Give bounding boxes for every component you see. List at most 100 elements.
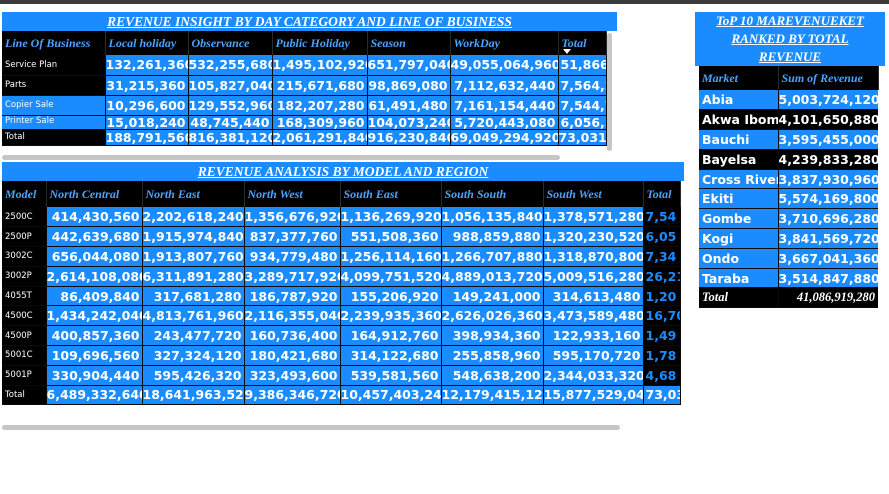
cell: 2,116,355,040 [244,305,341,327]
column-header-north-east[interactable]: North East [142,181,245,207]
column-header-total[interactable]: Total [558,31,607,55]
table-row[interactable]: 4500P 400,857,360 243,477,720 160,736,40… [2,325,681,347]
column-header-workday[interactable]: WorkDay [450,31,559,55]
market-name: Akwa Ibom [699,109,778,131]
row-label: 5001P [2,365,47,386]
column-header-market[interactable]: Market [699,66,779,90]
cell: 2,202,618,240 [142,207,245,228]
column-header-local-holiday[interactable]: Local holiday [105,31,189,55]
row-label: 4055T [2,286,47,307]
cell: 1,913,807,760 [142,246,245,267]
column-header-public-holiday[interactable]: Public Holiday [272,31,368,55]
market-revenue: 3,667,041,360 [777,248,878,269]
cell: 314,613,480 [543,286,644,307]
cell: 18,641,963,520 [142,385,245,405]
cell: 330,904,440 [46,365,143,386]
cell: 48,745,440 [188,115,273,130]
column-header-total[interactable]: Total [643,181,681,207]
cell: 86,409,840 [46,286,143,307]
cell: 314,122,680 [340,345,442,366]
cell: 400,857,360 [46,325,143,347]
cell: 934,779,480 [244,246,341,267]
cell: 98,869,080 [367,75,451,96]
cell: 414,430,560 [46,207,143,228]
table-row[interactable]: 3002P 2,614,108,080 6,311,891,280 3,289,… [2,266,681,287]
cell-total: 1,20 [643,286,681,307]
table2-horizontal-scrollbar[interactable] [2,425,620,430]
column-header-south-east[interactable]: South East [340,181,442,207]
cell: 6,489,332,640 [46,385,143,405]
cell: 1,434,242,040 [46,305,143,327]
table-row[interactable]: 2500P 442,639,680 1,915,974,840 837,377,… [2,226,681,248]
table-row[interactable]: Ekiti 5,574,169,800 [699,188,878,210]
table-row[interactable]: Gombe 3,710,696,280 [699,208,878,230]
table-row[interactable]: 4055T 86,409,840 317,681,280 186,787,920… [2,286,681,307]
column-header-north-central[interactable]: North Central [46,181,143,207]
table-row[interactable]: Parts 31,215,360 105,827,040 215,671,680… [2,75,607,96]
column-header-line-of-business[interactable]: Line Of Business [2,31,106,55]
row-label: 4500P [2,325,47,347]
column-header-sum-of-revenue[interactable]: Sum of Revenue [777,66,879,90]
row-label: 4500C [2,305,47,327]
cell: 15,018,240 [105,115,189,130]
row-label: Service Plan [2,55,106,76]
window-top-border [0,0,889,4]
table-row[interactable]: Akwa Ibom 4,101,650,880 [699,109,878,131]
cell: 188,791,560 [105,129,189,146]
cell-total: 73,031,9 [558,129,607,146]
table-row[interactable]: Bauchi 3,595,455,000 [699,129,878,150]
sort-descending-icon[interactable] [562,49,571,54]
cell: 1,915,974,840 [142,226,245,248]
total-label: Total [2,385,47,405]
cell: 5,009,516,280 [543,266,644,287]
cell: 2,344,033,320 [543,365,644,386]
row-label: 3002P [2,266,47,287]
table-row[interactable]: 4500C 1,434,242,040 4,813,761,960 2,116,… [2,305,681,327]
table-row[interactable]: Copier Sale 10,296,600 129,552,960 182,2… [2,95,607,116]
cell: 160,736,400 [244,325,341,347]
cell: 31,215,360 [105,75,189,96]
table3-title-line: ToP 10 MAREVENUEKET [716,13,864,28]
table-row[interactable]: Kogi 3,841,569,720 [699,228,878,249]
table1-vertical-scrollbar[interactable] [607,33,612,151]
market-name: Ondo [699,248,778,269]
column-header-model[interactable]: Model [2,181,47,207]
cell: 105,827,040 [188,75,273,96]
top-markets-table: Market Sum of Revenue Abia 5,003,724,120… [699,66,879,309]
table-row[interactable]: Service Plan 132,261,360 532,255,680 1,4… [2,55,607,76]
table-row[interactable]: 5001P 330,904,440 595,426,320 323,493,60… [2,365,681,386]
cell: 129,552,960 [188,95,273,116]
table-row[interactable]: 2500C 414,430,560 2,202,618,240 1,356,67… [2,207,681,228]
column-header-south-south[interactable]: South South [441,181,544,207]
cell: 10,457,403,240 [340,385,442,405]
cell: 109,696,560 [46,345,143,366]
cell: 15,877,529,040 [543,385,644,405]
market-revenue: 4,101,650,880 [777,109,878,131]
cell: 5,720,443,080 [450,115,559,130]
market-name: Ekiti [699,188,778,210]
table-row[interactable]: Printer Sale 15,018,240 48,745,440 168,3… [2,115,607,130]
cell-total: 1,78 [643,345,681,366]
cell-total: 26,21 [643,266,681,287]
table-row[interactable]: 3002C 656,044,080 1,913,807,760 934,779,… [2,246,681,267]
total-revenue: 41,086,919,280 [777,287,878,309]
column-header-observance[interactable]: Observance [188,31,273,55]
cell: 595,170,720 [543,345,644,366]
table-row[interactable]: 5001C 109,696,560 327,324,120 180,421,68… [2,345,681,366]
table-row[interactable]: Bayelsa 4,239,833,280 [699,149,878,170]
table-row[interactable]: Cross River 3,837,930,960 [699,169,878,190]
table-row[interactable]: Taraba 3,514,847,880 [699,268,878,289]
cell: 442,639,680 [46,226,143,248]
cell: 122,933,160 [543,325,644,347]
column-header-south-west[interactable]: South West [543,181,644,207]
table-row[interactable]: Abia 5,003,724,120 [699,90,878,111]
table3-title: ToP 10 MAREVENUEKET RANKED BY TOTAL REVE… [695,12,885,66]
cell: 7,112,632,440 [450,75,559,96]
cell: 6,311,891,280 [142,266,245,287]
column-header-season[interactable]: Season [367,31,451,55]
cell: 168,309,960 [272,115,368,130]
table1-horizontal-scrollbar[interactable] [2,155,560,160]
row-label: Parts [2,75,106,96]
table-row[interactable]: Ondo 3,667,041,360 [699,248,878,269]
column-header-north-west[interactable]: North West [244,181,341,207]
